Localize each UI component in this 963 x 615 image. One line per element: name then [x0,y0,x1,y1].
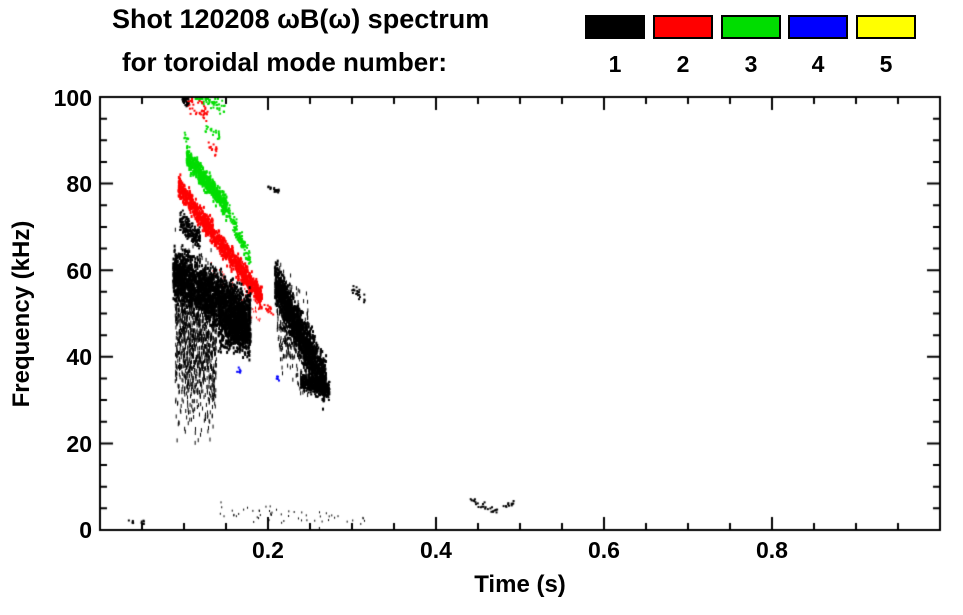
chart-subtitle: for toroidal mode number: [122,47,447,77]
y-tick-80: 80 [66,171,92,197]
y-tick-60: 60 [66,258,92,284]
legend-label-mode3: 3 [744,51,758,77]
legend-label-mode5: 5 [879,51,893,77]
x-tick-0.2: 0.2 [252,537,284,563]
legend-label-mode1: 1 [608,51,622,77]
chart-title: Shot 120208 ωB(ω) spectrum [112,4,490,34]
x-tick-0.4: 0.4 [420,537,452,563]
legend-swatch-mode2 [653,15,713,39]
legend-swatch-mode5 [856,15,916,39]
legend-swatch-mode4 [788,15,848,39]
y-tick-0: 0 [79,517,92,543]
x-tick-0.6: 0.6 [588,537,620,563]
legend-label-mode4: 4 [811,51,825,77]
legend-swatch-mode1 [585,15,645,39]
x-axis-label: Time (s) [474,571,566,598]
y-tick-20: 20 [66,431,92,457]
x-tick-0.8: 0.8 [756,537,788,563]
y-axis-label: Frequency (kHz) [8,220,35,408]
legend-label-mode2: 2 [676,51,690,77]
legend-swatch-mode3 [721,15,781,39]
y-tick-40: 40 [66,344,92,370]
y-tick-100: 100 [53,85,92,111]
